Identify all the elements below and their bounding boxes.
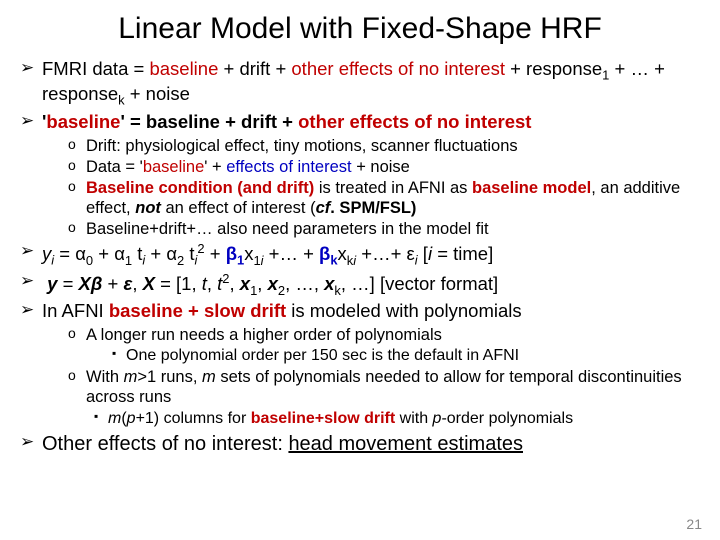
sub-m-runs: With m>1 runs, m sets of polynomials nee… xyxy=(68,367,700,407)
sub-baseline-cond: Baseline condition (and drift) is treate… xyxy=(68,178,700,218)
sub-mp1-columns: m(p+1) columns for baseline+slow drift w… xyxy=(94,409,700,429)
sublist-baseline: Drift: physiological effect, tiny motion… xyxy=(42,136,700,240)
bullet-fmri-data: FMRI data = baseline + drift + other eff… xyxy=(20,58,700,109)
bullet-equation-vector: y = Xβ + ε, X = [1, t, t2, x1, x2, …, xk… xyxy=(20,271,700,299)
slide-title: Linear Model with Fixed-Shape HRF xyxy=(20,12,700,46)
bullet-afni-poly: In AFNI baseline + slow drift is modeled… xyxy=(20,300,700,428)
bullet-baseline-def: 'baseline' = baseline + drift + other ef… xyxy=(20,111,700,239)
bullet-other-effects: Other effects of no interest: head movem… xyxy=(20,432,700,456)
sublist-poly: A longer run needs a higher order of pol… xyxy=(42,325,700,407)
sub-longer-run: A longer run needs a higher order of pol… xyxy=(68,325,700,366)
slide: Linear Model with Fixed-Shape HRF FMRI d… xyxy=(0,0,720,540)
bullet-list: FMRI data = baseline + drift + other eff… xyxy=(20,58,700,457)
bullet-equation-scalar: yi = α0 + α1 ti + α2 ti2 + β1x1i +… + βk… xyxy=(20,241,700,269)
page-number: 21 xyxy=(686,516,702,532)
sub-poly-default: One polynomial order per 150 sec is the … xyxy=(112,346,700,366)
sub-baseline-params: Baseline+drift+… also need parameters in… xyxy=(68,219,700,239)
sub-drift: Drift: physiological effect, tiny motion… xyxy=(68,136,700,156)
sub-data-eq: Data = 'baseline' + effects of interest … xyxy=(68,157,700,177)
